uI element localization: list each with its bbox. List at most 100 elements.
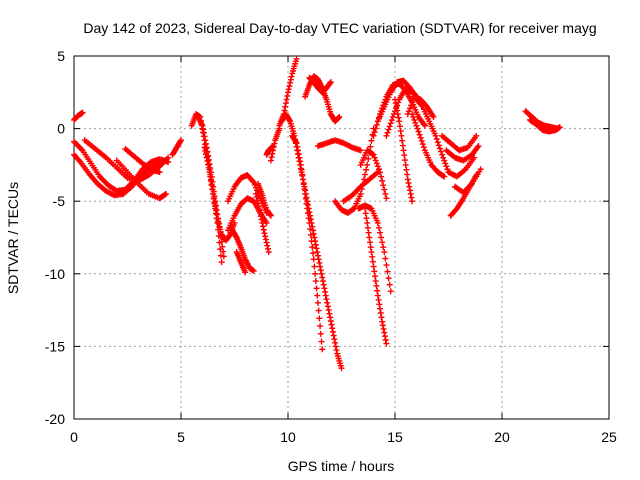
data-point — [371, 129, 378, 136]
data-point — [258, 216, 265, 223]
data-point — [284, 92, 291, 99]
series-arc18 — [267, 125, 283, 164]
data-point — [304, 205, 311, 212]
data-point — [377, 169, 384, 176]
data-point — [315, 307, 322, 314]
data-point — [319, 346, 326, 353]
data-point — [377, 310, 384, 317]
data-point — [288, 73, 295, 80]
series-arc10 — [201, 144, 225, 266]
data-point — [372, 157, 379, 164]
data-point — [375, 166, 382, 173]
data-point — [218, 259, 225, 266]
data-point — [375, 224, 382, 231]
data-point — [327, 80, 334, 87]
data-point — [418, 137, 425, 144]
x-tick-label: 25 — [601, 429, 617, 445]
data-point — [411, 116, 418, 123]
data-point — [364, 161, 371, 168]
data-point — [556, 124, 563, 131]
data-point — [200, 126, 207, 133]
data-point — [202, 151, 209, 158]
data-point — [210, 195, 217, 202]
grid-lines — [74, 56, 609, 419]
data-point — [392, 96, 398, 103]
data-point — [408, 194, 415, 201]
plot-border — [73, 55, 610, 420]
data-point — [350, 206, 357, 213]
series-arc36 — [409, 111, 448, 180]
series-arc26 — [340, 169, 381, 205]
data-point — [313, 245, 320, 252]
data-point — [286, 117, 293, 124]
data-point — [318, 338, 325, 345]
data-point — [382, 190, 389, 197]
data-point — [327, 79, 334, 86]
data-point — [207, 173, 214, 180]
data-point — [325, 307, 332, 314]
data-point — [283, 96, 290, 103]
data-point — [250, 267, 257, 274]
data-point — [441, 157, 448, 164]
data-point — [384, 129, 391, 136]
data-point — [430, 113, 437, 120]
data-point — [316, 259, 323, 266]
series-arc37 — [439, 132, 480, 154]
data-point — [443, 163, 450, 170]
data-point — [408, 102, 415, 109]
data-point — [477, 166, 484, 173]
data-point — [442, 160, 449, 167]
data-point — [286, 83, 293, 90]
data-point — [357, 190, 364, 197]
data-point — [373, 121, 380, 128]
data-point — [201, 133, 208, 140]
data-point — [263, 239, 270, 246]
data-point — [257, 213, 264, 220]
x-tick-label: 5 — [177, 429, 185, 445]
data-point — [161, 191, 168, 198]
data-point — [270, 147, 277, 154]
data-point — [326, 310, 333, 317]
data-point — [317, 263, 324, 270]
data-point — [367, 244, 374, 251]
data-point — [269, 150, 276, 157]
data-point — [438, 148, 445, 155]
data-point — [163, 190, 170, 197]
data-point — [386, 281, 393, 288]
data-point — [206, 169, 213, 176]
data-point — [371, 154, 378, 161]
series-arc5 — [122, 145, 163, 176]
data-point — [386, 123, 393, 130]
data-point — [393, 103, 400, 110]
data-point — [311, 263, 318, 270]
data-point — [320, 281, 327, 288]
data-point — [217, 252, 224, 259]
data-point — [404, 176, 411, 183]
data-point — [435, 142, 442, 149]
data-point — [295, 151, 302, 158]
data-point — [296, 154, 303, 161]
data-point — [471, 154, 478, 161]
data-point — [335, 114, 342, 121]
data-point — [381, 249, 388, 256]
data-point — [330, 332, 337, 339]
data-point — [368, 137, 375, 144]
data-point — [380, 244, 387, 251]
data-point — [379, 322, 386, 329]
data-point — [374, 292, 381, 299]
series-arc2 — [71, 138, 172, 195]
data-point — [300, 181, 307, 188]
data-point — [156, 169, 163, 176]
data-point — [362, 210, 369, 217]
data-point — [383, 195, 390, 202]
series-arc41 — [447, 172, 480, 219]
data-point — [409, 111, 416, 118]
data-point — [398, 132, 405, 139]
data-point — [382, 255, 389, 262]
data-point — [373, 282, 380, 289]
data-point — [414, 125, 421, 132]
data-point — [260, 223, 267, 230]
data-point — [404, 171, 411, 178]
data-point — [177, 138, 184, 145]
data-point — [385, 275, 392, 282]
